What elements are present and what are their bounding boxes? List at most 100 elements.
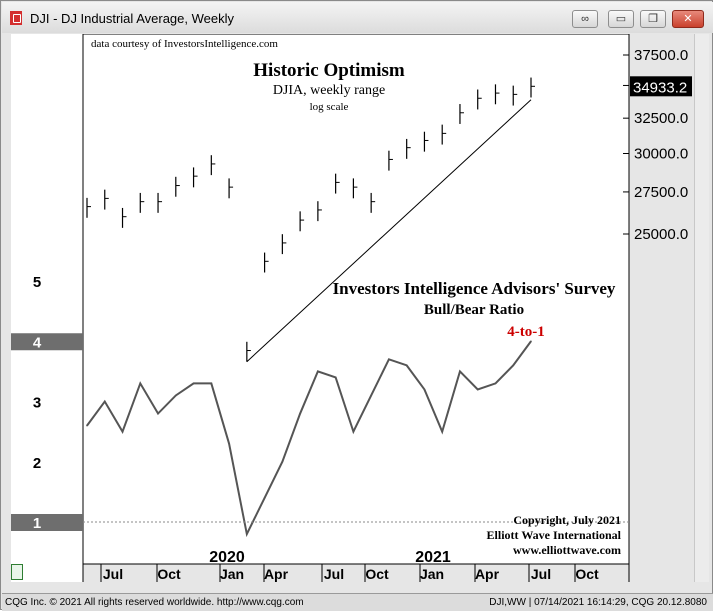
price-trendline [246, 99, 532, 363]
link-button[interactable]: ∞ [572, 10, 598, 28]
app-icon [10, 11, 22, 25]
price-bar [139, 192, 145, 213]
ratio-point [512, 364, 515, 367]
x-tick-label: Jul [324, 566, 344, 582]
price-bar [264, 252, 269, 273]
ratio-point [281, 460, 284, 463]
price-bar [175, 176, 180, 197]
window-title: DJI - DJ Industrial Average, Weekly [30, 11, 234, 26]
ratio-point [263, 497, 266, 499]
status-bar: CQG Inc. © 2021 All rights reserved worl… [2, 593, 713, 611]
scroll-thumb[interactable] [11, 564, 23, 580]
plot-area[interactable]: 37500.035000.032500.030000.027500.025000… [11, 34, 693, 582]
price-tick-label: 27500.0 [634, 184, 688, 201]
close-button[interactable]: ✕ [672, 10, 704, 28]
price-bar [192, 167, 198, 188]
price-bar [317, 201, 322, 222]
price-bar [530, 77, 535, 98]
ratio-point [405, 364, 408, 367]
price-tick-label: 30000.0 [634, 146, 688, 163]
ratio-tick-label: 1 [33, 515, 41, 532]
survey-subtitle: Bull/Bear Ratio [424, 302, 524, 318]
price-bar [281, 234, 287, 255]
price-bar [388, 150, 393, 171]
ratio-point [423, 388, 426, 391]
last-price-label: 34933.2 [633, 79, 687, 96]
chart-subtitle: DJIA, weekly range [273, 83, 385, 98]
price-bar [459, 104, 464, 124]
ratio-point [175, 394, 177, 397]
x-tick-label: Oct [365, 566, 389, 582]
ratio-point [334, 376, 337, 379]
price-bar [406, 138, 411, 159]
ratio-point [370, 394, 372, 397]
title-bar[interactable]: DJI - DJ Industrial Average, Weekly ∞ ▭ … [2, 2, 713, 33]
status-copyright: CQG Inc. © 2021 All rights reserved worl… [5, 597, 304, 608]
chart-panel [82, 34, 630, 565]
ratio-point [299, 412, 301, 415]
price-tick-label: 37500.0 [634, 47, 688, 64]
ratio-point [494, 382, 497, 385]
status-quote-info: DJI,WW | 07/14/2021 16:14:29, CQG 20.12.… [489, 597, 707, 608]
ratio-point [103, 400, 106, 403]
copyright-line-2: Elliott Wave International [487, 528, 622, 542]
x-tick-label: Jan [220, 566, 244, 582]
price-bar [299, 211, 305, 232]
scale-note: log scale [310, 101, 349, 113]
ratio-point [210, 382, 213, 385]
ratio-point [157, 412, 159, 415]
price-bar [210, 155, 216, 176]
bull-bear-ratio-line [86, 340, 532, 538]
left-scale-column [11, 34, 83, 582]
ratio-tick-highlight [11, 333, 83, 351]
copyright-line-3: www.elliottwave.com [513, 543, 621, 557]
x-tick-label: Jul [531, 566, 551, 582]
ratio-tick-label: 3 [33, 395, 41, 412]
price-bar [441, 124, 447, 145]
ratio-point [388, 358, 390, 361]
year-label-2020: 2020 [209, 549, 245, 566]
copyright-line-1: Copyright, July 2021 [513, 513, 621, 527]
price-bar [477, 89, 482, 110]
price-bar [86, 197, 91, 218]
chart-canvas[interactable]: 37500.035000.032500.030000.027500.025000… [11, 34, 693, 582]
restore-button[interactable]: ❐ [640, 10, 666, 28]
x-tick-label: Jan [420, 566, 444, 582]
ratio-point [317, 370, 319, 373]
ratio-point [86, 424, 88, 427]
last-price-box [630, 76, 692, 97]
price-bar [335, 173, 340, 194]
chart-title: Historic Optimism [253, 60, 405, 81]
price-tick-label: 32500.0 [634, 110, 688, 127]
minimize-button[interactable]: ▭ [608, 10, 634, 28]
price-bar [370, 192, 376, 213]
ratio-point [476, 388, 479, 391]
ratio-point [192, 382, 195, 385]
ratio-tick-label: 5 [33, 274, 41, 291]
ratio-point [352, 430, 355, 433]
ratio-point [121, 430, 124, 433]
price-bar [423, 131, 429, 152]
ratio-point [246, 533, 248, 535]
survey-title: Investors Intelligence Advisors' Survey [333, 279, 616, 298]
ratio-tick-label: 4 [33, 334, 42, 351]
ratio-point [139, 382, 142, 385]
year-label-2021: 2021 [415, 549, 451, 566]
ratio-point [441, 430, 444, 433]
price-bar [121, 207, 127, 228]
data-source-note: data courtesy of InvestorsIntelligence.c… [91, 38, 278, 50]
ratio-point [459, 370, 461, 373]
x-tick-label: Apr [264, 566, 289, 582]
ratio-callout: 4-to-1 [507, 324, 545, 340]
price-bar [512, 85, 518, 106]
x-tick-label: Jul [103, 566, 123, 582]
x-tick-label: Oct [575, 566, 599, 582]
price-bar [157, 192, 163, 213]
vertical-scrollbar[interactable] [694, 34, 709, 582]
ratio-tick-highlight [11, 514, 83, 531]
price-bar [104, 189, 109, 210]
price-bar [228, 178, 234, 199]
ratio-point [228, 442, 230, 445]
x-tick-label: Apr [475, 566, 500, 582]
